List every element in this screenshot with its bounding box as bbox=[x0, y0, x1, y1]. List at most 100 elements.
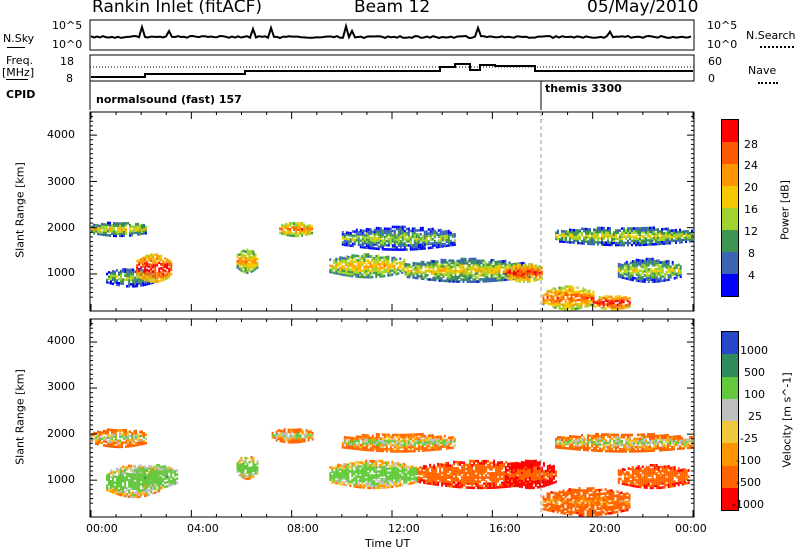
heatmap-cell bbox=[246, 463, 249, 466]
heatmap-cell bbox=[445, 244, 448, 248]
heatmap-cell bbox=[129, 225, 131, 229]
heatmap-cell bbox=[653, 263, 656, 267]
heatmap-cell bbox=[109, 221, 111, 225]
heatmap-cell bbox=[443, 476, 446, 479]
heatmap-cell bbox=[548, 290, 551, 293]
heatmap-cell bbox=[387, 461, 390, 464]
heatmap-cell bbox=[522, 263, 525, 267]
heatmap-cell bbox=[429, 246, 432, 250]
heatmap-cell bbox=[403, 238, 406, 241]
heatmap-cell bbox=[309, 228, 312, 231]
heatmap-cell bbox=[119, 429, 121, 432]
heatmap-cell bbox=[463, 477, 466, 481]
heatmap-cell bbox=[365, 461, 368, 465]
heatmap-cell bbox=[154, 466, 157, 469]
heatmap-cell bbox=[371, 462, 374, 465]
heatmap-cell bbox=[238, 253, 241, 256]
heatmap-cell bbox=[105, 438, 107, 441]
heatmap-cell bbox=[351, 447, 354, 450]
heatmap-cell bbox=[449, 474, 452, 478]
heatmap-cell bbox=[375, 257, 378, 260]
heatmap-cell bbox=[113, 441, 115, 444]
heatmap-cell bbox=[443, 445, 446, 448]
heatmap-cell bbox=[367, 244, 370, 248]
heatmap-cell bbox=[429, 434, 432, 437]
heatmap-cell bbox=[397, 248, 400, 251]
heatmap-cell bbox=[363, 471, 366, 475]
heatmap-cell bbox=[129, 234, 131, 237]
heatmap-cell bbox=[240, 252, 243, 256]
heatmap-cell bbox=[351, 441, 354, 444]
heatmap-cell bbox=[482, 267, 485, 271]
heatmap-cell bbox=[349, 240, 352, 243]
heatmap-cell bbox=[146, 254, 149, 257]
heatmap-cell bbox=[490, 267, 493, 270]
heatmap-cell bbox=[520, 264, 523, 267]
heatmap-cell bbox=[345, 479, 348, 483]
heatmap-cell bbox=[453, 468, 456, 472]
heatmap-cell bbox=[687, 236, 689, 239]
heatmap-cell bbox=[148, 269, 151, 272]
heatmap-cell bbox=[162, 465, 165, 469]
heatmap-cell bbox=[299, 430, 302, 433]
heatmap-cell bbox=[141, 432, 143, 435]
heatmap-cell bbox=[464, 278, 467, 281]
heatmap-cell bbox=[154, 472, 157, 475]
heatmap-cell bbox=[411, 477, 414, 481]
heatmap-cell bbox=[134, 487, 137, 491]
heatmap-cell bbox=[432, 264, 435, 267]
heatmap-cell bbox=[383, 237, 386, 241]
heatmap-cell bbox=[411, 473, 414, 477]
heatmap-cell bbox=[651, 261, 654, 265]
heatmap-cell bbox=[439, 435, 442, 438]
heatmap-cell bbox=[248, 477, 251, 480]
heatmap-cell bbox=[160, 480, 163, 483]
heatmap-cell bbox=[429, 482, 432, 485]
heatmap-cell bbox=[514, 277, 517, 280]
heatmap-cell bbox=[424, 273, 427, 277]
heatmap-cell bbox=[117, 222, 119, 225]
heatmap-cell bbox=[397, 240, 400, 243]
heatmap-cell bbox=[655, 242, 657, 246]
heatmap-cell bbox=[437, 483, 440, 486]
heatmap-cell bbox=[139, 434, 141, 438]
heatmap-cell bbox=[108, 277, 110, 280]
heatmap-cell bbox=[423, 245, 426, 248]
heatmap-cell bbox=[401, 450, 404, 453]
heatmap-cell bbox=[403, 266, 406, 270]
heatmap-cell bbox=[333, 265, 336, 268]
heatmap-cell bbox=[387, 435, 390, 439]
heatmap-cell bbox=[393, 444, 396, 447]
heatmap-cell bbox=[635, 279, 638, 282]
heatmap-cell bbox=[446, 277, 449, 281]
heatmap-cell bbox=[118, 470, 120, 474]
heatmap-cell bbox=[134, 278, 137, 282]
heatmap-cell bbox=[617, 237, 619, 241]
heatmap-cell bbox=[355, 271, 358, 274]
heatmap-cell bbox=[122, 465, 124, 469]
heatmap-cell bbox=[614, 297, 617, 301]
heatmap-cell bbox=[347, 261, 350, 265]
heatmap-cell bbox=[359, 475, 362, 479]
freq-series bbox=[91, 63, 693, 78]
heatmap-cell bbox=[345, 444, 348, 447]
heatmap-cell bbox=[124, 268, 127, 271]
heatmap-cell bbox=[379, 443, 382, 447]
heatmap-cell bbox=[459, 473, 462, 477]
heatmap-cell bbox=[623, 229, 625, 232]
heatmap-cell bbox=[673, 229, 675, 232]
heatmap-cell bbox=[134, 467, 137, 470]
heatmap-cell bbox=[504, 268, 507, 271]
heatmap-cell bbox=[142, 490, 145, 494]
heatmap-cell bbox=[657, 261, 660, 264]
heatmap-cell bbox=[413, 241, 416, 245]
heatmap-cell bbox=[433, 480, 436, 484]
heatmap-cell bbox=[112, 278, 114, 281]
heatmap-cell bbox=[608, 303, 611, 307]
heatmap-cell bbox=[411, 471, 414, 475]
heatmap-cell bbox=[129, 223, 131, 227]
heatmap-cell bbox=[416, 264, 419, 268]
heatmap-cell bbox=[361, 275, 364, 279]
heatmap-cell bbox=[584, 292, 587, 296]
heatmap-cell bbox=[449, 466, 452, 469]
